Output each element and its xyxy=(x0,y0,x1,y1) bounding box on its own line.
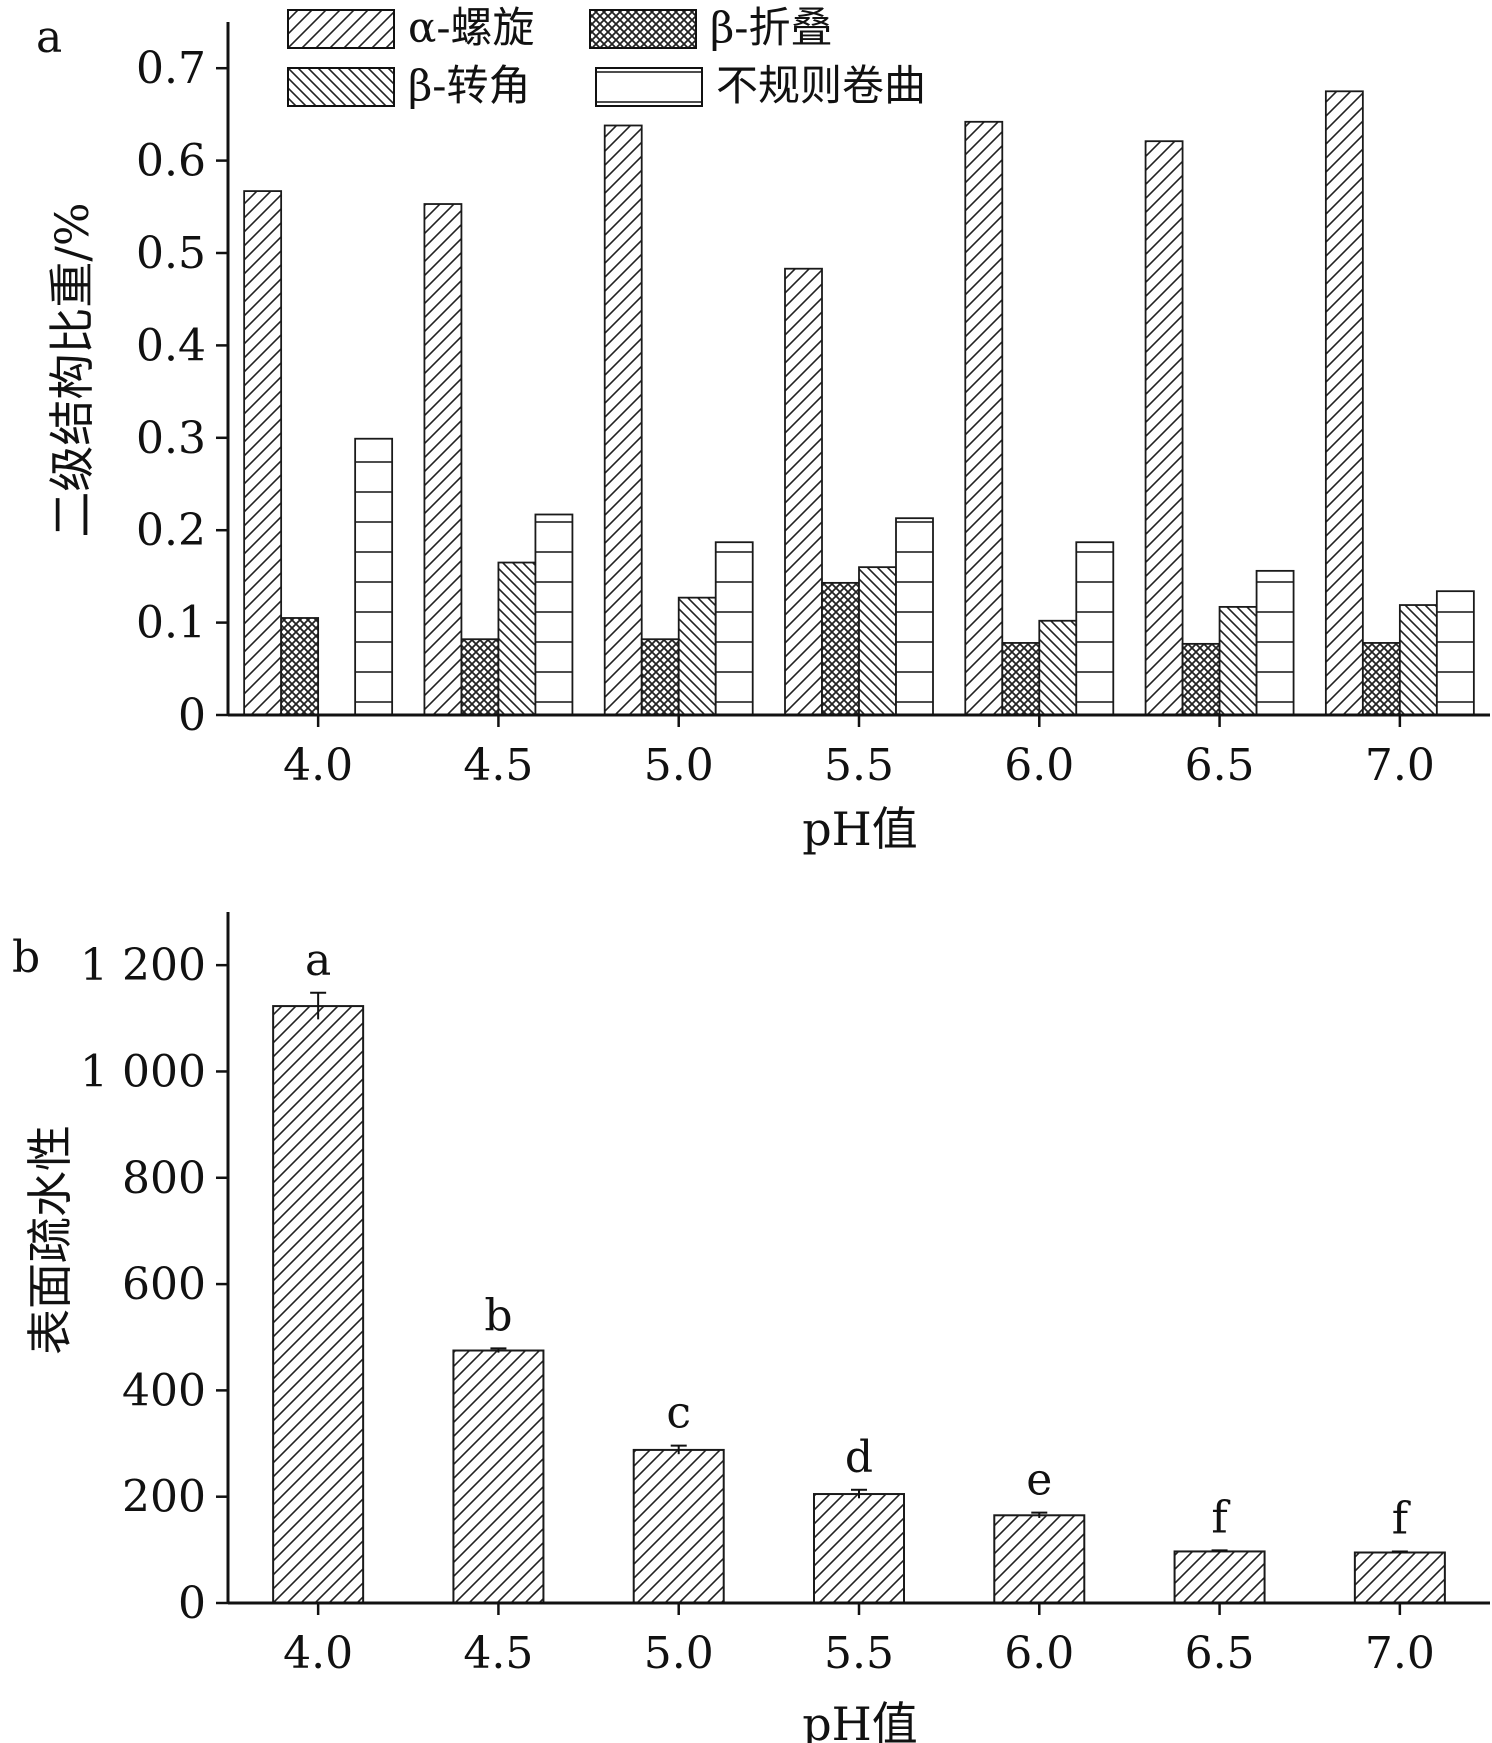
legend-label-β-折叠: β-折叠 xyxy=(710,3,832,52)
y-tick-label: 0 xyxy=(178,1578,206,1629)
bar-β-折叠-5.0 xyxy=(640,638,680,716)
bar-不规则卷曲-7.0 xyxy=(1435,590,1475,716)
panel-b-x-axis-title: pH值 xyxy=(802,1697,918,1743)
panel-b-y-axis-title: 表面疏水性 xyxy=(23,1125,77,1355)
bar-α-螺旋-4.5 xyxy=(423,203,463,716)
bar-不规则卷曲-6.5 xyxy=(1255,569,1295,716)
x-tick-label: 6.0 xyxy=(1004,740,1074,791)
y-tick-label: 0.2 xyxy=(136,505,206,556)
x-tick-label: 4.0 xyxy=(283,1628,353,1679)
x-tick-label: 4.0 xyxy=(283,740,353,791)
x-tick-label: 7.0 xyxy=(1365,1628,1435,1679)
bar-不规则卷曲-6.0 xyxy=(1075,541,1115,716)
legend-label-β-转角: β-转角 xyxy=(408,61,530,110)
bar-不规则卷曲-5.5 xyxy=(895,517,934,716)
y-tick-label: 0.1 xyxy=(136,598,206,649)
bar-6.5 xyxy=(1173,1550,1266,1605)
bar-β-折叠-6.5 xyxy=(1181,642,1221,716)
bar-β-转角-5.0 xyxy=(677,596,717,716)
x-tick-label: 6.0 xyxy=(1004,1628,1074,1679)
panel-b-bars: a b c d e f f xyxy=(272,935,1446,1605)
bar-β-折叠-6.0 xyxy=(1001,642,1041,716)
panel-b-chart: b a b c d e f f 4.0 4.5 5.0 5.5 6.0 6.5 7.0 0 200 400 60… xyxy=(12,912,1490,1743)
bar-不规则卷曲-5.0 xyxy=(714,541,754,716)
bar-β-折叠-5.5 xyxy=(821,581,860,716)
significance-label-4.5: b xyxy=(484,1290,512,1341)
panel-b-label: b xyxy=(12,932,40,983)
panel-a-y-axis-title: 二级结构比重/% xyxy=(45,202,99,537)
x-tick-label: 5.5 xyxy=(824,1628,894,1679)
panel-a-legend: α-螺旋 β-折叠 β-转角 不规则卷曲 xyxy=(287,3,926,110)
significance-label-4.0: a xyxy=(305,935,331,986)
y-tick-label: 400 xyxy=(122,1365,206,1416)
x-tick-label: 5.0 xyxy=(644,740,714,791)
bar-β-转角-4.5 xyxy=(497,561,537,716)
bar-7.0 xyxy=(1353,1551,1446,1605)
significance-label-5.5: d xyxy=(845,1432,873,1483)
significance-label-5.0: c xyxy=(666,1388,691,1439)
legend-swatch-不规则卷曲 xyxy=(595,67,703,107)
panel-a-x-axis-title: pH值 xyxy=(802,802,918,856)
legend-label-α-螺旋: α-螺旋 xyxy=(408,3,535,52)
bar-β-转角-7.0 xyxy=(1398,604,1438,716)
bar-α-螺旋-7.0 xyxy=(1324,90,1364,716)
bar-β-折叠-7.0 xyxy=(1361,642,1401,716)
bar-β-折叠-4.5 xyxy=(460,638,500,716)
bar-不规则卷曲-4.5 xyxy=(534,513,574,716)
bar-6.0 xyxy=(993,1514,1086,1604)
panel-a-axes: 4.0 4.5 5.0 5.5 6.0 6.5 7.0 0 0.1 0.2 0.3 0.4 0.5 0.6… xyxy=(136,22,1490,791)
legend-label-不规则卷曲: 不规则卷曲 xyxy=(716,61,926,110)
x-tick-label: 5.0 xyxy=(644,1628,714,1679)
x-tick-label: 4.5 xyxy=(463,1628,533,1679)
bar-β-折叠-4.0 xyxy=(280,617,320,716)
y-tick-label: 600 xyxy=(122,1259,206,1310)
panel-a-bars xyxy=(243,90,1475,716)
y-tick-label: 0 xyxy=(178,690,206,741)
bar-5.5 xyxy=(813,1493,905,1605)
significance-label-7.0: f xyxy=(1392,1493,1411,1544)
y-tick-label: 1 000 xyxy=(80,1046,206,1097)
bar-β-转角-5.5 xyxy=(858,566,897,716)
bar-α-螺旋-4.0 xyxy=(243,190,283,716)
x-tick-label: 5.5 xyxy=(824,740,894,791)
bar-β-转角-6.5 xyxy=(1218,605,1258,716)
significance-label-6.5: f xyxy=(1211,1492,1230,1543)
y-tick-label: 0.7 xyxy=(136,43,206,94)
bar-4.0 xyxy=(272,1005,365,1604)
bar-β-转角-6.0 xyxy=(1038,619,1078,716)
y-tick-label: 0.6 xyxy=(136,136,206,187)
panel-a-label: a xyxy=(36,12,62,63)
bar-4.5 xyxy=(452,1349,545,1605)
significance-label-6.0: e xyxy=(1026,1455,1052,1506)
legend-swatch-α-螺旋 xyxy=(287,9,395,49)
panel-a-chart: a 4.0 4.5 5.0 5.5 6.0 6.5 7.0 0 0.1 0.2 0.3 0.4 0.5 0… xyxy=(36,3,1490,856)
bar-不规则卷曲-4.0 xyxy=(354,437,394,716)
y-tick-label: 1 200 xyxy=(80,940,206,991)
y-tick-label: 0.3 xyxy=(136,413,206,464)
y-tick-label: 800 xyxy=(122,1153,206,1204)
bar-5.0 xyxy=(632,1448,725,1604)
bar-α-螺旋-5.0 xyxy=(603,124,643,716)
legend-swatch-β-转角 xyxy=(287,67,395,107)
y-tick-label: 200 xyxy=(122,1472,206,1523)
bar-α-螺旋-6.5 xyxy=(1144,140,1184,716)
panel-b-axes: 4.0 4.5 5.0 5.5 6.0 6.5 7.0 0 200 400 600 800 1 000 1… xyxy=(80,912,1490,1679)
legend-swatch-β-折叠 xyxy=(589,9,697,49)
y-tick-label: 0.5 xyxy=(136,228,206,279)
bar-α-螺旋-6.0 xyxy=(964,120,1004,716)
x-tick-label: 6.5 xyxy=(1185,1628,1255,1679)
y-tick-label: 0.4 xyxy=(136,320,206,371)
x-tick-label: 4.5 xyxy=(463,740,533,791)
x-tick-label: 6.5 xyxy=(1185,740,1255,791)
x-tick-label: 7.0 xyxy=(1365,740,1435,791)
bar-α-螺旋-5.5 xyxy=(784,267,823,716)
